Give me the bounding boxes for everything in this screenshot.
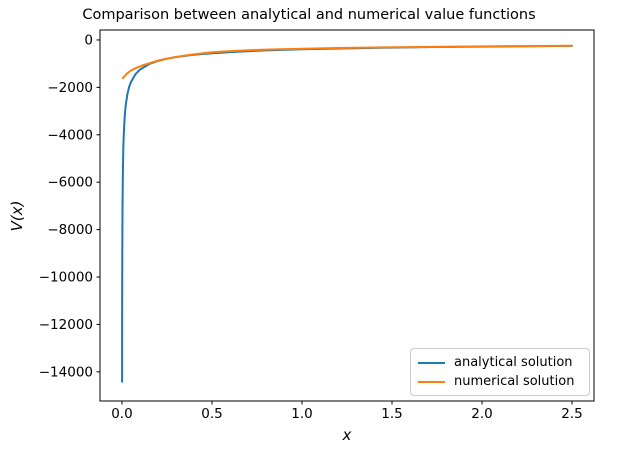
x-tick-label: 1.5 bbox=[381, 406, 402, 422]
legend-item-numerical: numerical solution bbox=[418, 372, 582, 391]
legend-line-numerical-icon bbox=[418, 380, 445, 383]
x-tick-label: 0.5 bbox=[201, 406, 222, 422]
y-axis-label: V(x) bbox=[8, 200, 26, 232]
legend-line-analytical-icon bbox=[418, 361, 445, 364]
y-tick-label: −8000 bbox=[47, 222, 93, 238]
series-line-numerical-solution bbox=[121, 44, 573, 80]
y-tick-label: −14000 bbox=[39, 364, 93, 380]
x-tick-label: 2.5 bbox=[561, 406, 582, 422]
legend-label-analytical: analytical solution bbox=[454, 355, 573, 370]
y-tick-label: −4000 bbox=[47, 127, 93, 143]
axes-frame bbox=[99, 29, 595, 402]
legend-label-numerical: numerical solution bbox=[454, 374, 575, 389]
x-axis-label: x bbox=[342, 426, 352, 444]
y-tick-label: −12000 bbox=[39, 317, 93, 333]
x-tick-label: 2.0 bbox=[471, 406, 492, 422]
y-tick-label: 0 bbox=[84, 32, 93, 48]
x-tick-label: 1.0 bbox=[291, 406, 312, 422]
legend: analytical solution numerical solution bbox=[410, 348, 590, 396]
x-tick-label: 0.0 bbox=[111, 406, 132, 422]
chart-title: Comparison between analytical and numeri… bbox=[82, 7, 536, 23]
legend-item-analytical: analytical solution bbox=[418, 353, 582, 372]
y-tick-label: −2000 bbox=[47, 80, 93, 96]
y-tick-label: −10000 bbox=[39, 270, 93, 286]
y-tick-label: −6000 bbox=[47, 175, 93, 191]
series-line-analytical-solution bbox=[121, 44, 573, 383]
